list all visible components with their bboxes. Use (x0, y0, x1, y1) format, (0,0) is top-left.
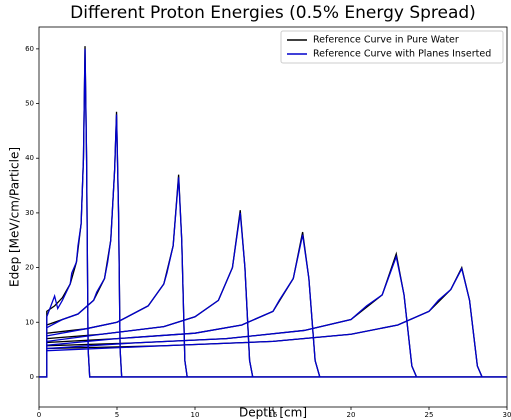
y-tick-label: 30 (25, 209, 34, 217)
plot-frame (38, 26, 508, 408)
y-tick-label: 20 (25, 264, 34, 272)
y-tick-label: 50 (25, 100, 34, 108)
x-tick-label: 0 (37, 411, 41, 419)
series-line (39, 46, 507, 378)
series-line (39, 48, 507, 378)
legend-box (280, 30, 504, 64)
legend: Reference Curve in Pure Water Reference C… (280, 30, 504, 64)
x-tick-label: 30 (503, 411, 511, 419)
y-tick-label: 60 (25, 45, 34, 53)
legend-label: Reference Curve in Pure Water (313, 35, 459, 46)
chart-title: Different Proton Energies (0.5% Energy S… (70, 3, 476, 23)
y-tick-label: 0 (30, 373, 34, 381)
y-tick-label: 40 (25, 154, 34, 162)
x-tick-label: 15 (269, 411, 278, 419)
x-tick-label: 5 (115, 411, 119, 419)
y-tick-label: 10 (25, 318, 34, 326)
x-tick-label: 20 (347, 411, 356, 419)
legend-label: Reference Curve with Planes Inserted (313, 49, 491, 60)
x-axis-label: Depth [cm] (239, 406, 307, 420)
x-tick-label: 25 (425, 411, 434, 419)
y-axis-label: Edep [MeV/cm/Particle] (8, 147, 22, 287)
x-tick-label: 10 (191, 411, 200, 419)
